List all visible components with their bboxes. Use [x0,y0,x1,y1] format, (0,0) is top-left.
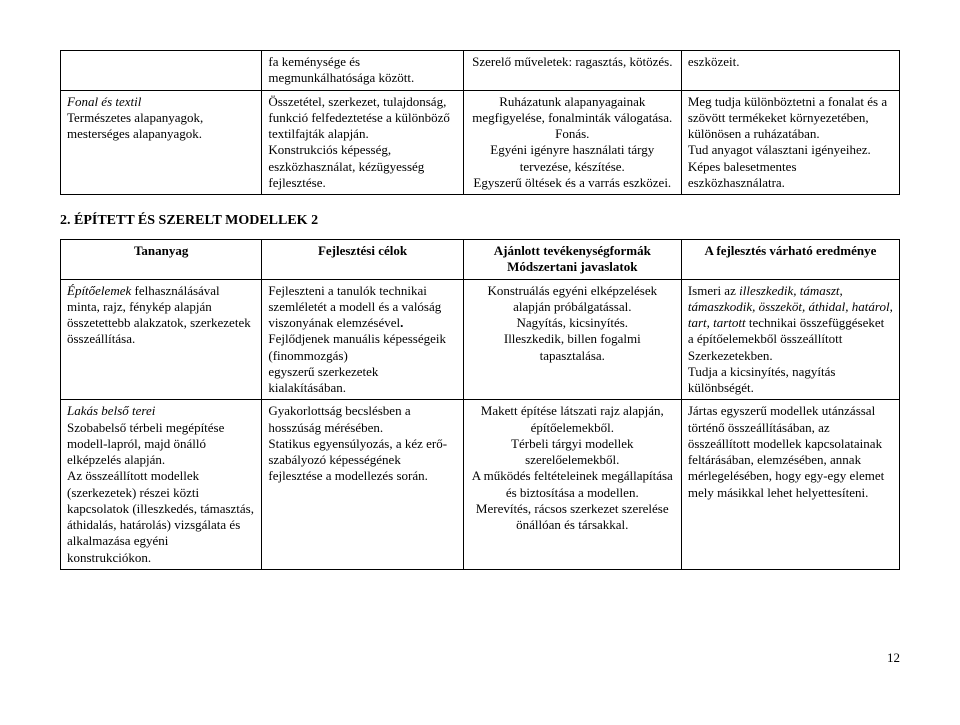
table-row: Építőelemek felhasználásával minta, rajz… [61,279,900,400]
cell: Gyakorlottság becslésben a hosszúság mér… [262,400,463,570]
cell: Szerelő műveletek: ragasztás, kötözés. [463,51,681,91]
cell: Építőelemek felhasználásával minta, rajz… [61,279,262,400]
cell: Fejleszteni a tanulók technikai szemléle… [262,279,463,400]
cell: Konstruálás egyéni elképzelések alapján … [463,279,681,400]
section-heading: 2. ÉPÍTETT ÉS SZERELT MODELLEK 2 [60,213,900,229]
table-top: fa keménysége és megmunkálhatósága közöt… [60,50,900,195]
cell: Ruházatunk alapanyagainak megfigyelése, … [463,90,681,195]
table-row: Lakás belső terei Szobabelső térbeli meg… [61,400,900,570]
cell: Makett építése látszati rajz alapján, ép… [463,400,681,570]
table-row: Fonal és textil Természetes alapanyagok,… [61,90,900,195]
cell: Fonal és textil Természetes alapanyagok,… [61,90,262,195]
col-header: Ajánlott tevékenységformák Módszertani j… [463,240,681,280]
cell [61,51,262,91]
table-bottom: Tananyag Fejlesztési célok Ajánlott tevé… [60,239,900,570]
cell: fa keménysége és megmunkálhatósága közöt… [262,51,463,91]
col-header: A fejlesztés várható eredménye [681,240,899,280]
cell: Ismeri az illeszkedik, támaszt, támaszko… [681,279,899,400]
cell: Összetétel, szerkezet, tulajdonság, funk… [262,90,463,195]
col-header: Tananyag [61,240,262,280]
cell: Jártas egyszerű modellek utánzással tört… [681,400,899,570]
table-header-row: Tananyag Fejlesztési célok Ajánlott tevé… [61,240,900,280]
page-number: 12 [60,650,900,666]
cell: Meg tudja különböztetni a fonalat és a s… [681,90,899,195]
cell: eszközeit. [681,51,899,91]
table-row: fa keménysége és megmunkálhatósága közöt… [61,51,900,91]
col-header: Fejlesztési célok [262,240,463,280]
cell: Lakás belső terei Szobabelső térbeli meg… [61,400,262,570]
